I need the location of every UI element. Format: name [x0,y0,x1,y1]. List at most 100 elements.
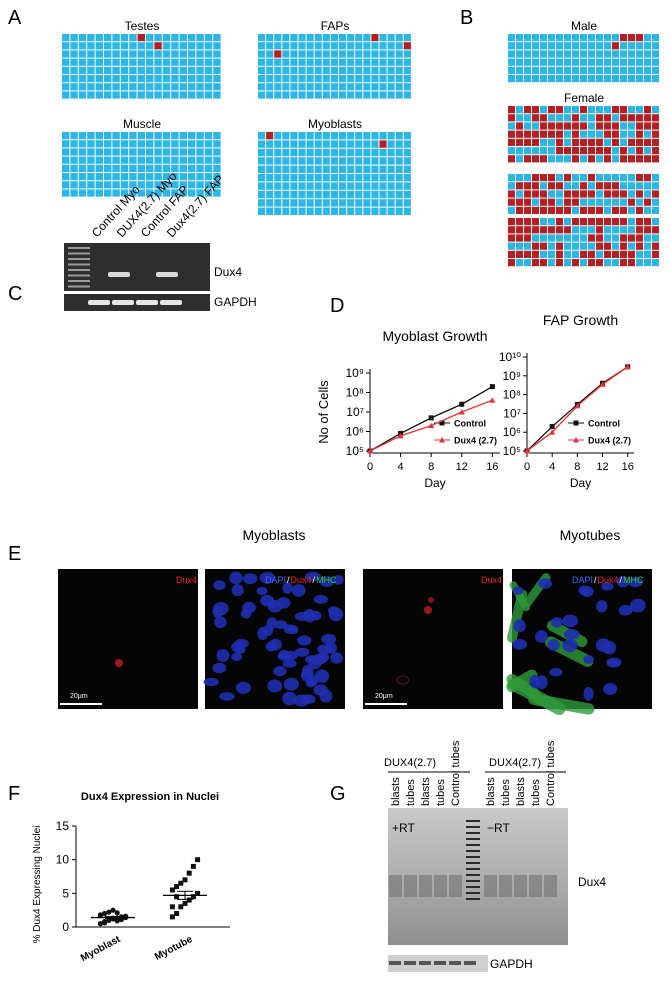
grid-cell [395,83,403,91]
grid-cell [154,42,162,50]
grid-cell [532,50,539,58]
grid-cell [403,132,411,140]
grid-cell [129,42,137,50]
grid-cell [564,34,571,42]
grid-cell [204,34,213,42]
grid-cell [274,207,282,215]
grid-cell [322,140,330,148]
grid-cell [379,140,387,148]
grid-cell [290,50,298,58]
gel-smear [484,875,497,897]
grid-cell [330,165,338,173]
grid-cell [532,190,539,198]
band-label: Dux4 [214,265,242,279]
x-tick-label: 4 [398,461,404,473]
data-point [114,910,120,916]
grid-cell [556,75,563,83]
grid-cell [298,157,306,165]
grid-cell [87,132,95,140]
grid-cell [274,182,282,190]
grid-cell [204,132,213,140]
grid-cell [572,250,579,258]
grid-cell [524,250,531,258]
grid-cell [363,75,371,83]
grid-cell [540,198,547,206]
grid-cell [196,164,204,172]
grid-cell [612,34,619,42]
grid-cell [355,140,363,148]
x-axis-label: Day [424,476,445,490]
grid-cell [532,259,539,267]
grid-cell [306,34,314,42]
grid-cell [162,75,171,83]
grid-cell [70,132,78,140]
grid-cell [70,189,78,197]
nucleus [219,692,235,701]
grid-title: Muscle [123,117,161,131]
y-tick-label: 15 [56,819,70,833]
grid-cell [363,66,371,74]
ladder-band [466,820,480,822]
grid-cell [154,34,162,42]
grid-cell [87,91,95,99]
grid-cell [290,148,298,157]
grid-cell [532,250,539,258]
dux4-nucleus [396,675,410,685]
grid-cell [204,83,213,91]
grid-cell [120,66,129,74]
grid-cell [95,189,103,197]
grid-cell [171,164,179,172]
grid-cell [314,91,322,99]
nucleus [314,669,330,683]
grid-cell [620,66,627,74]
grid-cell [266,83,274,91]
grid-cell [70,91,78,99]
grid-cell [213,66,221,74]
grid-cell [604,114,611,122]
grid-cell [628,50,635,58]
grid-cell [154,83,162,91]
grid-cell [548,218,555,226]
grid-cell [620,34,627,42]
grid-cell [532,106,539,114]
grid-cell [154,91,162,99]
grid-cell [572,34,579,42]
grid-cell [266,148,274,157]
grid-cell [580,226,587,234]
grid-cell [636,250,643,258]
grid-cell [266,91,274,99]
grid-cell [644,106,651,114]
grid-cell [596,147,603,155]
grid-cell [258,42,266,50]
grid-cell [379,66,387,74]
lane-label: blasts [390,777,402,806]
grid-cell [403,207,411,215]
grid-cell [330,83,338,91]
grid-cell [330,140,338,148]
grid-cell [129,91,137,99]
grid-cell [162,50,171,58]
nucleus [308,610,322,621]
grid-cell [282,157,290,165]
grid-cell [330,182,338,190]
grid-cell [87,34,95,42]
stain-label: Dux4 [291,575,312,585]
grid-cell [196,148,204,156]
grid-cell [379,132,387,140]
grid-cell [612,226,619,234]
y-tick-label: 10¹⁰ [499,350,521,364]
grid-cell [62,181,70,189]
cell-grid [258,34,411,99]
grid-cell [322,91,330,99]
legend-marker [573,437,579,443]
grid-cell [516,114,523,122]
grid-cell [628,147,635,155]
grid-cell [355,207,363,215]
grid-cell [104,181,112,189]
grid-cell [596,122,603,130]
grid-cell [204,189,213,197]
grid-cell [282,148,290,157]
grid-cell [612,182,619,190]
grid-cell [652,58,659,66]
grid-cell [87,148,95,156]
